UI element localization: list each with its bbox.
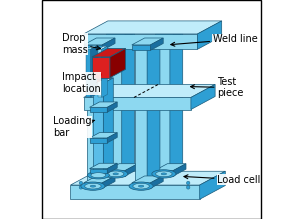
Polygon shape: [92, 57, 110, 78]
Text: Drop
mass: Drop mass: [62, 33, 101, 55]
Polygon shape: [102, 176, 115, 188]
Polygon shape: [84, 21, 222, 34]
Polygon shape: [110, 49, 125, 78]
Polygon shape: [93, 83, 103, 110]
Circle shape: [186, 186, 190, 189]
Text: Test
piece: Test piece: [191, 77, 244, 98]
Polygon shape: [84, 45, 102, 50]
Ellipse shape: [85, 183, 101, 189]
Polygon shape: [84, 34, 198, 49]
Ellipse shape: [113, 173, 118, 175]
Polygon shape: [106, 171, 125, 176]
Polygon shape: [86, 46, 98, 49]
Polygon shape: [198, 21, 222, 49]
Polygon shape: [92, 49, 125, 57]
Polygon shape: [125, 26, 138, 38]
Text: Loading
bar: Loading bar: [53, 116, 95, 138]
Polygon shape: [191, 85, 215, 110]
Polygon shape: [103, 104, 113, 171]
Polygon shape: [98, 46, 108, 49]
Polygon shape: [110, 30, 135, 37]
Polygon shape: [99, 42, 112, 185]
Ellipse shape: [156, 171, 172, 177]
Polygon shape: [106, 26, 138, 33]
Polygon shape: [158, 30, 183, 37]
Polygon shape: [84, 183, 102, 188]
Text: Weld line: Weld line: [171, 34, 258, 46]
Polygon shape: [107, 102, 117, 112]
Circle shape: [186, 181, 190, 185]
Ellipse shape: [161, 173, 167, 175]
Polygon shape: [122, 30, 135, 173]
Polygon shape: [147, 42, 160, 185]
Polygon shape: [110, 37, 122, 173]
Polygon shape: [89, 163, 117, 169]
Ellipse shape: [91, 173, 106, 178]
Polygon shape: [135, 49, 147, 185]
Polygon shape: [93, 104, 113, 110]
Polygon shape: [102, 46, 108, 97]
Polygon shape: [107, 133, 117, 143]
Polygon shape: [155, 26, 186, 33]
Polygon shape: [71, 171, 225, 185]
Ellipse shape: [104, 170, 128, 178]
Polygon shape: [91, 46, 98, 97]
Polygon shape: [200, 171, 225, 199]
Ellipse shape: [90, 185, 96, 187]
Polygon shape: [89, 133, 117, 138]
Polygon shape: [87, 42, 112, 49]
Polygon shape: [132, 176, 163, 183]
Polygon shape: [98, 49, 102, 97]
Polygon shape: [93, 110, 103, 171]
Polygon shape: [155, 171, 173, 176]
Polygon shape: [150, 38, 163, 50]
Polygon shape: [89, 102, 117, 107]
Polygon shape: [158, 37, 170, 173]
Polygon shape: [106, 164, 138, 171]
Ellipse shape: [133, 183, 149, 189]
Polygon shape: [173, 26, 186, 38]
Polygon shape: [106, 33, 125, 38]
Polygon shape: [150, 176, 163, 188]
Text: Load cell: Load cell: [184, 175, 261, 185]
Ellipse shape: [129, 182, 153, 190]
Ellipse shape: [138, 185, 144, 187]
Polygon shape: [84, 38, 115, 45]
Polygon shape: [173, 164, 186, 176]
Polygon shape: [132, 38, 163, 45]
Polygon shape: [84, 85, 215, 97]
Polygon shape: [132, 45, 150, 50]
Polygon shape: [89, 138, 107, 143]
Ellipse shape: [108, 171, 124, 177]
Polygon shape: [84, 97, 191, 110]
Ellipse shape: [152, 170, 176, 178]
Polygon shape: [86, 49, 91, 97]
Polygon shape: [103, 78, 113, 110]
Ellipse shape: [81, 182, 105, 190]
Polygon shape: [135, 42, 160, 49]
Circle shape: [79, 181, 83, 185]
Polygon shape: [102, 38, 115, 50]
Polygon shape: [107, 163, 117, 173]
Polygon shape: [155, 33, 173, 38]
Ellipse shape: [88, 171, 109, 179]
Polygon shape: [125, 164, 138, 176]
Polygon shape: [170, 30, 183, 173]
Polygon shape: [84, 176, 115, 183]
Polygon shape: [89, 169, 107, 173]
Polygon shape: [71, 185, 200, 199]
Polygon shape: [93, 78, 113, 83]
Polygon shape: [87, 49, 99, 185]
Polygon shape: [89, 107, 107, 112]
Text: Impact
location: Impact location: [62, 72, 101, 94]
Polygon shape: [155, 164, 186, 171]
Polygon shape: [132, 183, 150, 188]
Circle shape: [79, 186, 83, 189]
